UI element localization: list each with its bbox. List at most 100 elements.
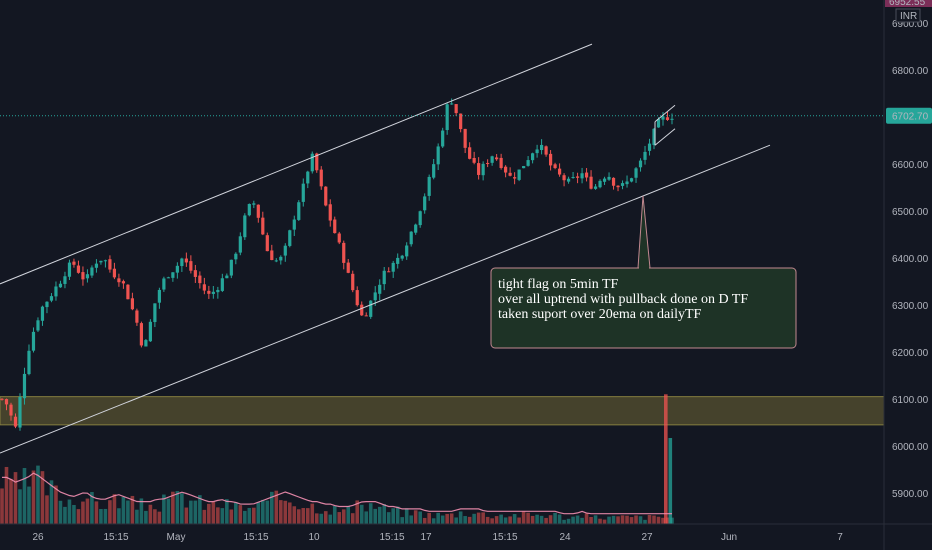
candle-body[interactable] — [103, 260, 108, 262]
candle-body[interactable] — [243, 215, 247, 238]
candle-body[interactable] — [315, 153, 319, 171]
candle-body[interactable] — [625, 181, 629, 185]
candle-body[interactable] — [27, 350, 31, 375]
candle-body[interactable] — [207, 290, 211, 294]
candle-body[interactable] — [526, 160, 530, 166]
candle-body[interactable] — [535, 149, 539, 154]
candle-body[interactable] — [463, 128, 467, 148]
candle-body[interactable] — [279, 256, 283, 261]
candle-body[interactable] — [49, 296, 54, 301]
candle-body[interactable] — [517, 169, 521, 180]
candle-body[interactable] — [171, 272, 175, 278]
candle-body[interactable] — [153, 303, 157, 323]
candle-body[interactable] — [450, 103, 454, 105]
candle-body[interactable] — [121, 281, 126, 284]
candle-body[interactable] — [557, 168, 562, 175]
candle-body[interactable] — [566, 178, 571, 182]
candle-body[interactable] — [112, 268, 117, 278]
candle-body[interactable] — [593, 186, 598, 189]
candle-body[interactable] — [589, 176, 593, 189]
candle-body[interactable] — [486, 163, 490, 165]
candle-body[interactable] — [423, 196, 427, 211]
candle-body[interactable] — [548, 153, 553, 166]
candle-body[interactable] — [522, 166, 526, 169]
candle-body[interactable] — [36, 320, 40, 331]
candle-body[interactable] — [220, 278, 224, 291]
candle-body[interactable] — [382, 270, 386, 285]
candle-body[interactable] — [441, 130, 445, 147]
candle-body[interactable] — [337, 233, 341, 243]
candle-body[interactable] — [184, 258, 188, 263]
candle-body[interactable] — [351, 273, 355, 291]
candle-body[interactable] — [229, 259, 233, 276]
candle-body[interactable] — [544, 146, 548, 155]
candle-body[interactable] — [661, 116, 665, 120]
candle-body[interactable] — [643, 151, 647, 160]
candle-body[interactable] — [652, 128, 656, 145]
candle-body[interactable] — [373, 292, 377, 301]
candle-body[interactable] — [539, 144, 544, 151]
candle-body[interactable] — [211, 291, 215, 294]
candle-body[interactable] — [265, 235, 269, 252]
candle-body[interactable] — [45, 301, 49, 308]
candle-body[interactable] — [400, 255, 404, 259]
candle-body[interactable] — [405, 245, 409, 257]
candle-body[interactable] — [225, 275, 229, 279]
candle-body[interactable] — [562, 175, 566, 181]
candle-body[interactable] — [580, 173, 584, 179]
candle-body[interactable] — [31, 331, 36, 351]
candle-body[interactable] — [288, 230, 292, 246]
candle-body[interactable] — [472, 157, 476, 163]
candle-body[interactable] — [508, 172, 512, 176]
candle-body[interactable] — [40, 306, 45, 321]
candle-body[interactable] — [13, 416, 18, 427]
candle-body[interactable] — [418, 211, 422, 226]
candle-body[interactable] — [144, 340, 148, 347]
candle-body[interactable] — [355, 290, 359, 306]
candle-body[interactable] — [342, 242, 346, 263]
candle-body[interactable] — [247, 204, 251, 216]
candle-body[interactable] — [328, 204, 332, 221]
candle-body[interactable] — [553, 164, 557, 169]
candle-body[interactable] — [310, 153, 314, 172]
candle-body[interactable] — [4, 399, 9, 405]
candle-body[interactable] — [85, 274, 90, 279]
candle-body[interactable] — [139, 323, 143, 346]
flag-upper-line[interactable] — [654, 104, 676, 123]
candle-body[interactable] — [130, 298, 135, 310]
candle-body[interactable] — [656, 118, 661, 128]
candle-body[interactable] — [571, 176, 575, 178]
candle-body[interactable] — [283, 245, 287, 256]
candle-body[interactable] — [459, 113, 463, 130]
candle-body[interactable] — [477, 163, 481, 175]
candle-body[interactable] — [99, 260, 103, 263]
candle-body[interactable] — [513, 177, 517, 179]
candle-body[interactable] — [319, 169, 323, 187]
candle-body[interactable] — [575, 176, 580, 178]
candle-body[interactable] — [378, 284, 382, 294]
candle-body[interactable] — [297, 202, 301, 220]
candle-body[interactable] — [22, 373, 27, 399]
candle-body[interactable] — [409, 231, 413, 245]
candle-body[interactable] — [634, 168, 638, 178]
candle-body[interactable] — [602, 178, 607, 182]
candle-body[interactable] — [157, 289, 161, 303]
candle-body[interactable] — [499, 157, 503, 168]
candle-body[interactable] — [369, 300, 373, 317]
candle-body[interactable] — [0, 398, 4, 400]
candle-body[interactable] — [117, 278, 121, 283]
candle-body[interactable] — [607, 176, 611, 180]
candle-body[interactable] — [504, 166, 508, 173]
candle-body[interactable] — [175, 265, 179, 273]
candle-body[interactable] — [445, 104, 449, 131]
candle-body[interactable] — [495, 157, 499, 160]
candle-body[interactable] — [387, 271, 391, 273]
candle-body[interactable] — [72, 261, 76, 265]
candle-body[interactable] — [598, 180, 602, 188]
flag-lower-line[interactable] — [654, 128, 676, 146]
candle-body[interactable] — [638, 160, 643, 168]
candle-body[interactable] — [81, 272, 85, 280]
candle-body[interactable] — [414, 224, 418, 233]
candle-body[interactable] — [135, 310, 139, 323]
